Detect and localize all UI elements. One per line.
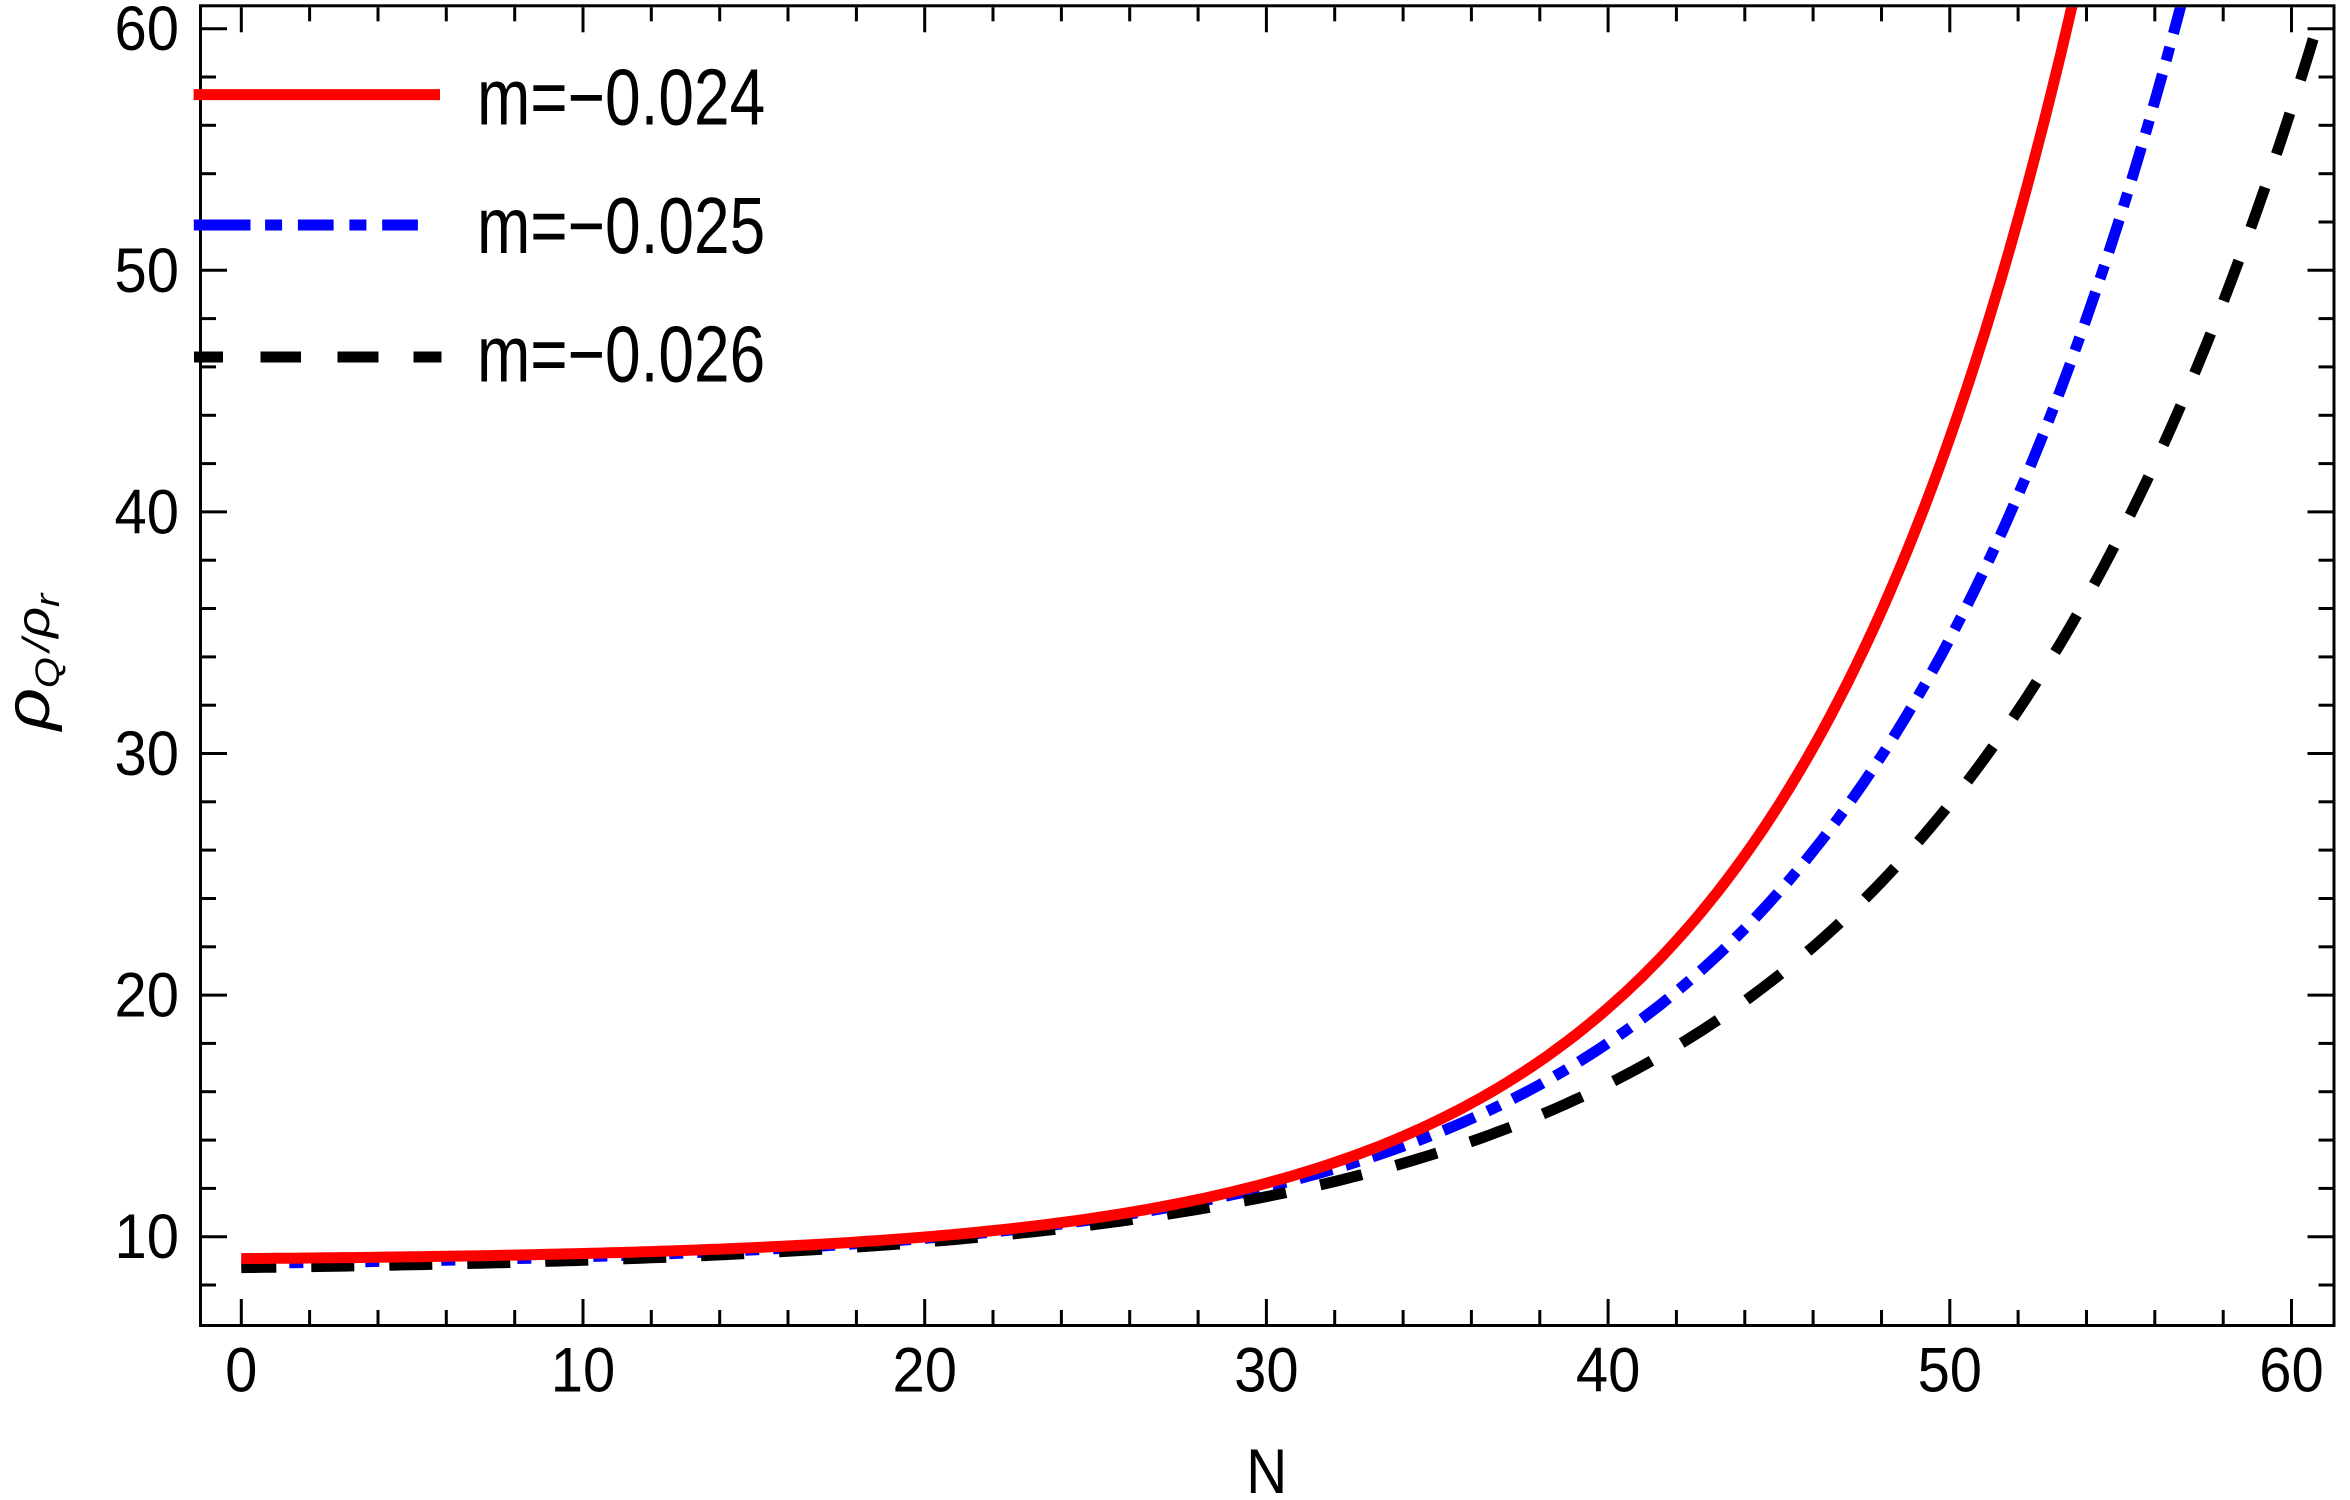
svg-text:40: 40 [115, 476, 179, 547]
svg-text:20: 20 [115, 959, 179, 1030]
svg-text:10: 10 [551, 1334, 615, 1405]
svg-text:N: N [1246, 1436, 1287, 1500]
svg-text:30: 30 [115, 718, 179, 789]
svg-text:40: 40 [1576, 1334, 1640, 1405]
svg-text:0: 0 [225, 1334, 257, 1405]
svg-text:60: 60 [2259, 1334, 2323, 1405]
svg-text:m=−0.025: m=−0.025 [477, 181, 765, 270]
svg-text:20: 20 [892, 1334, 956, 1405]
svg-text:ρQ/ρr: ρQ/ρr [0, 592, 66, 733]
svg-text:60: 60 [115, 0, 179, 64]
svg-text:m=−0.026: m=−0.026 [477, 310, 765, 399]
svg-text:50: 50 [115, 235, 179, 306]
svg-text:m=−0.024: m=−0.024 [477, 53, 765, 142]
svg-text:10: 10 [115, 1201, 179, 1272]
svg-text:50: 50 [1918, 1334, 1982, 1405]
svg-text:30: 30 [1234, 1334, 1298, 1405]
